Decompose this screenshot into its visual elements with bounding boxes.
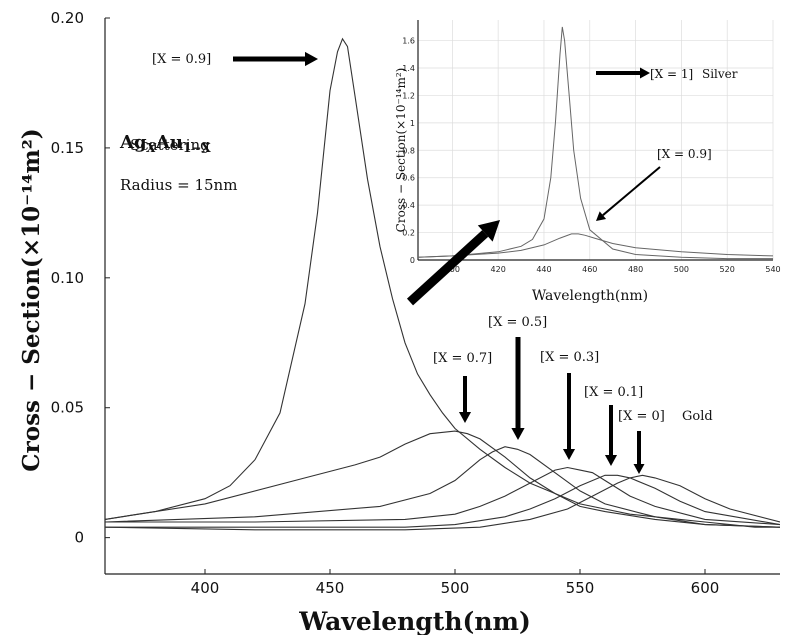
arrow-to-inset-head	[477, 220, 500, 242]
label-x-0-1: [X = 0.1]	[584, 385, 643, 400]
main-y-tick-label: 0.20	[51, 9, 84, 27]
inset-x-tick-label: 540	[765, 265, 780, 274]
inset-x-tick-label: 440	[536, 265, 551, 274]
main-series-line-x-0-1	[105, 474, 780, 528]
label-x-0: [X = 0]	[618, 409, 665, 424]
inset-x-tick-label: 480	[628, 265, 643, 274]
main-y-axis-label: Cross − Section(×10⁻¹⁴m²)	[18, 128, 45, 471]
main-x-tick-label: 550	[566, 579, 595, 597]
arrow-x-0-head	[633, 464, 645, 474]
inset-series-line-x-1-silver	[418, 26, 773, 260]
main-y-tick-label: 0.05	[51, 399, 84, 417]
main-y-tick-label: 0.15	[51, 139, 84, 157]
main-series-line-x-0-9	[105, 37, 780, 528]
info-radius: Radius = 15nm	[120, 176, 237, 194]
main-series-line-x-0-7	[105, 430, 780, 528]
main-x-tick-label: 600	[691, 579, 720, 597]
inset-y-tick-label: 0.2	[402, 229, 415, 238]
inset-x-tick-label: 420	[491, 265, 506, 274]
main-series-line-x-0-3	[105, 466, 780, 526]
arrow-inset-x-0-9-shaft	[602, 166, 661, 216]
label-x-0-3: [X = 0.3]	[540, 350, 599, 365]
main-series-line-x-0-5	[105, 446, 780, 528]
label-silver: Silver	[702, 67, 738, 81]
arrow-inset-x-0-9-head	[596, 211, 607, 221]
arrow-x-0-9-head	[305, 51, 318, 67]
inset-x-tick-label: 400	[445, 265, 460, 274]
label-inset-x-0-9: [X = 0.9]	[657, 147, 712, 161]
inset-y-tick-label: 1.6	[402, 37, 415, 46]
main-x-tick-label: 450	[316, 579, 345, 597]
inset-x-tick-label: 460	[582, 265, 597, 274]
inset-y-tick-label: 1.2	[402, 91, 415, 100]
label-x-0-7: [X = 0.7]	[433, 351, 492, 366]
inset-y-tick-label: 0.6	[402, 174, 415, 183]
label-x-0-9: [X = 0.9]	[152, 52, 211, 67]
label-x-0-5: [X = 0.5]	[488, 315, 547, 330]
label-gold: Gold	[682, 409, 713, 424]
main-x-axis-label: Wavelength(nm)	[298, 607, 531, 635]
inset-y-tick-label: 0.4	[402, 201, 415, 210]
inset-y-tick-label: 1	[410, 119, 415, 128]
label-x-1: [X = 1]	[650, 67, 693, 81]
inset-x-tick-label: 520	[720, 265, 735, 274]
inset-plot-area: 400 420 440 460 480 500 520 540 0 0.2 0.4 0.6 0.8 1 1.…	[402, 20, 781, 274]
arrow-x-0-5-head	[511, 428, 525, 440]
inset-y-tick-label: 0.8	[402, 146, 415, 155]
main-x-tick-label: 400	[191, 579, 220, 597]
inset-x-axis-label: Wavelength(nm)	[532, 288, 648, 304]
info-title: AgXAu1−X	[119, 132, 211, 155]
main-series-line-x-0-gold	[105, 474, 780, 531]
main-y-tick-label: 0.10	[51, 269, 84, 287]
info-scattering: Scattering	[130, 136, 210, 154]
inset-series-line-x-0-9	[418, 233, 773, 258]
inset-y-axis-label: Cross − Section(×10⁻¹⁴m²)	[394, 68, 408, 233]
arrow-to-inset-shaft	[406, 230, 489, 306]
inset-y-tick-label: 0	[410, 256, 415, 265]
inset-x-tick-label: 500	[674, 265, 689, 274]
main-x-tick-label: 500	[441, 579, 470, 597]
arrow-x-1-head	[640, 67, 650, 79]
arrow-x-0-3-head	[562, 449, 576, 460]
inset-y-tick-label: 1.4	[402, 64, 415, 73]
main-y-tick-label: 0	[74, 529, 84, 547]
arrow-x-0-1-head	[604, 455, 618, 466]
arrow-x-0-7-head	[458, 412, 472, 423]
